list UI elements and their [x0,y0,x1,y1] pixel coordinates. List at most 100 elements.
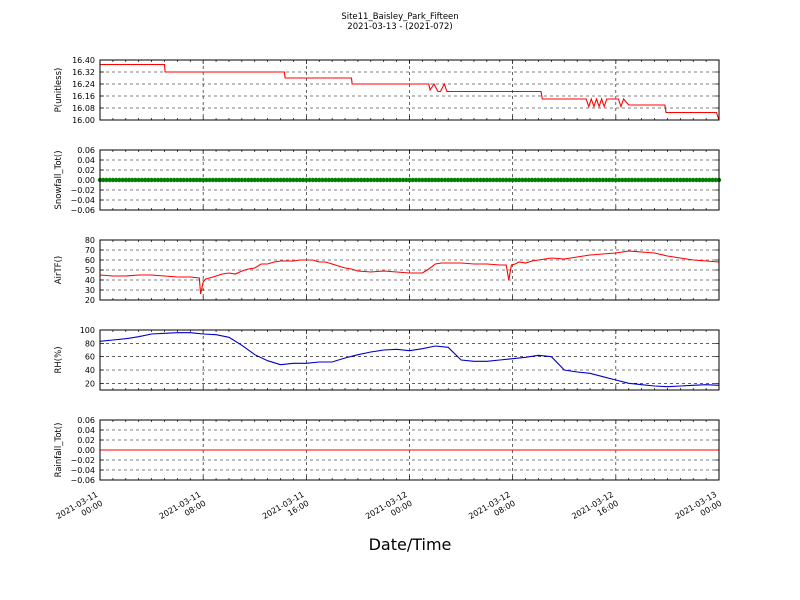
data-point [645,177,651,183]
data-point [404,177,409,183]
plot-frame [99,239,720,301]
y-tick-label: 16.40 [72,56,95,65]
y-axis-label: Rainfall_Tot() [54,423,64,478]
data-point [516,177,522,183]
data-point [697,177,702,183]
data-point [449,177,454,183]
data-point [420,177,425,183]
data-point [258,177,264,183]
data-point [381,177,386,183]
y-tick-label: 16.32 [72,68,95,77]
data-point [632,177,638,183]
data-point [236,177,241,183]
data-point [281,177,286,183]
data-point [233,177,238,183]
data-point [339,177,344,183]
data-point [317,177,322,183]
data-point [294,177,299,183]
data-point [204,177,209,183]
data-point [268,177,274,183]
data-point [539,177,544,183]
data-point [400,177,406,183]
data-point [184,177,190,183]
data-point [629,177,635,183]
data-point [133,177,138,183]
data-point [694,177,699,183]
data-point [429,177,435,183]
data-point [162,177,167,183]
y-tick-label: 60 [85,256,95,265]
data-point [520,177,525,183]
data-point [465,177,470,183]
y-axis-label: P(unitless) [54,68,64,113]
data-point [394,177,399,183]
data-point [407,177,412,183]
data-point [491,177,496,183]
y-tick-label: 16.00 [72,116,95,125]
y-tick-label: 80 [85,236,95,245]
data-point [687,177,693,183]
subplot-5: 0.060.040.020.00−0.02−0.04−0.06 Rainfall_… [54,416,720,485]
y-tick-label: −0.02 [70,456,95,465]
data-point [329,177,335,183]
data-point [487,177,493,183]
data-point [104,177,109,183]
data-point [149,177,154,183]
data-point [674,177,680,183]
data-point [626,177,631,183]
data-point [378,177,383,183]
subplot-1: 16.40 16.32 16.24 16.16 16.08 16.00 P(unitless… [54,56,720,125]
x-tick-label: 2021-03-1116:00 [261,490,311,530]
data-point [271,177,277,183]
data-point [217,177,222,183]
data-point [642,177,648,183]
data-point [275,177,280,183]
subplots: 16.40 16.32 16.24 16.16 16.08 16.00 P(unitless… [54,56,723,530]
data-point [707,177,712,183]
data-point [255,177,261,183]
data-point [603,177,609,183]
data-point [197,177,203,183]
data-point [552,177,557,183]
data-point [526,177,531,183]
data-point [126,177,132,183]
data-point [426,177,432,183]
data-point [545,177,551,183]
data-point [368,177,374,183]
data-point [175,177,180,183]
data-point [436,177,441,183]
data-point [326,177,332,183]
y-tick-label: −0.04 [70,196,95,205]
data-point [304,177,309,183]
data-point [523,177,528,183]
data-point [497,177,502,183]
data-point [549,177,554,183]
data-point [639,177,644,183]
data-point [146,177,151,183]
y-axis-label: Snowfall_Tot() [54,150,64,209]
chart-title-line2: 2021-03-13 - (2021-072) [347,22,452,32]
y-tick-label: 16.08 [72,104,95,113]
data-point [352,177,357,183]
data-point [439,177,444,183]
y-tick-label: 60 [85,353,95,362]
data-point [120,177,125,183]
y-tick-label: 0.06 [77,416,95,425]
data-point [213,177,219,183]
data-point [455,177,461,183]
data-point [410,177,415,183]
data-point [191,177,196,183]
y-tick-label: 50 [85,266,95,275]
data-point [323,177,328,183]
data-point [571,177,577,183]
data-point [181,177,187,183]
x-tick-labels: 2021-03-1100:00 2021-03-1108:00 2021-03-11… [54,490,723,530]
data-point [136,177,141,183]
y-tick-label: 0.00 [77,446,95,455]
data-point [533,177,538,183]
y-tick-label: −0.02 [70,186,95,195]
y-tick-label: −0.04 [70,466,95,475]
data-point [130,177,135,183]
